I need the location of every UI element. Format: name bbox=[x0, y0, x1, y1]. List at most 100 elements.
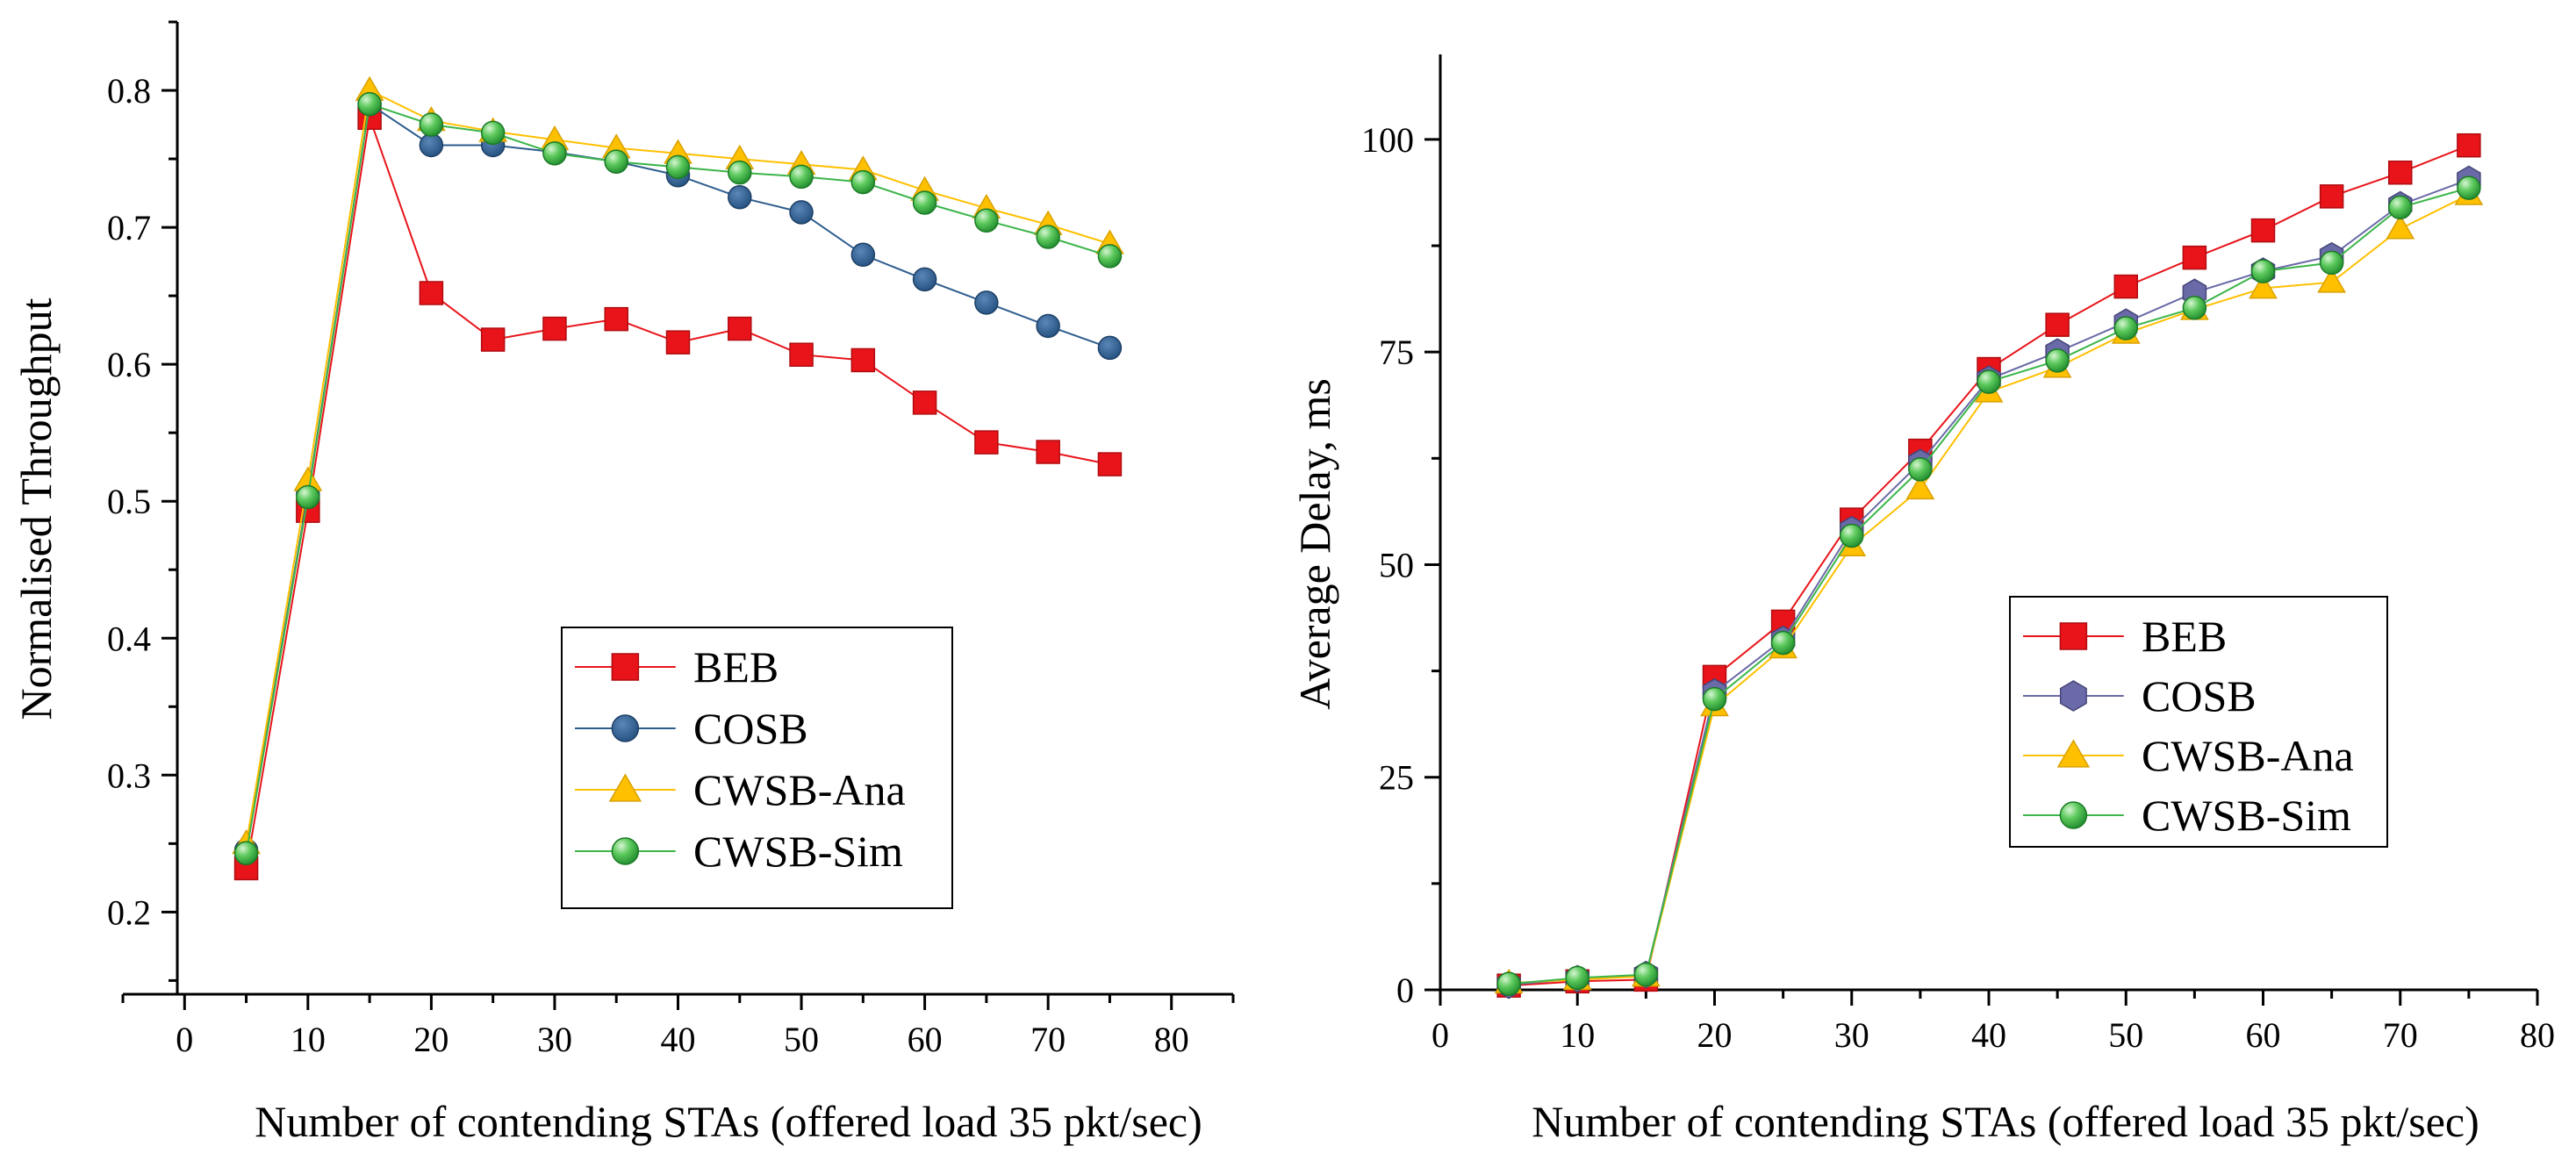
delay-legend-marker bbox=[2059, 680, 2087, 712]
throughput-data-point bbox=[789, 200, 814, 225]
delay-y-axis-title: Average Delay, ms bbox=[1290, 378, 1339, 710]
throughput-data-point bbox=[850, 242, 876, 268]
throughput-data-point bbox=[974, 430, 999, 455]
throughput-x-tick-label: 50 bbox=[784, 1020, 819, 1059]
delay-x-tick-label: 10 bbox=[1560, 1015, 1595, 1055]
throughput-data-point bbox=[912, 267, 937, 292]
delay-data-point bbox=[1633, 962, 1659, 987]
throughput-chart: 0 10 20 30 40 50 60 70 80 0.2 0.3 0.4 0.5 0.6 0.7 0.8 N… bbox=[11, 20, 1235, 1146]
throughput-y-tick-label: 0.4 bbox=[107, 619, 151, 658]
delay-series-line bbox=[1509, 194, 2470, 985]
delay-x-tick-label: 80 bbox=[2520, 1015, 2555, 1055]
delay-series-cwsb-sim bbox=[1496, 176, 2481, 996]
throughput-x-tick-label: 30 bbox=[537, 1020, 572, 1059]
throughput-data-point bbox=[974, 208, 999, 233]
delay-data-point bbox=[2182, 245, 2207, 270]
throughput-data-point bbox=[296, 484, 320, 510]
delay-series-line bbox=[1509, 187, 2470, 985]
throughput-legend-label: CWSB-Sim bbox=[693, 827, 903, 876]
throughput-data-point bbox=[1097, 335, 1123, 361]
delay-y-tick-label: 25 bbox=[1379, 758, 1414, 798]
delay-x-tick-label: 50 bbox=[2108, 1015, 2143, 1055]
throughput-data-point bbox=[357, 91, 382, 117]
throughput-series-beb bbox=[233, 105, 1123, 881]
delay-data-point bbox=[2457, 133, 2481, 158]
delay-data-point bbox=[1496, 971, 1521, 996]
throughput-legend: BEB COSB CWSB-Ana CWSB-Sim bbox=[561, 627, 953, 909]
delay-legend-marker bbox=[2059, 801, 2088, 829]
throughput-data-point bbox=[850, 169, 876, 195]
delay-data-point bbox=[2249, 274, 2278, 299]
delay-data-point bbox=[1770, 630, 1796, 656]
delay-data-point bbox=[1565, 965, 1589, 991]
delay-legend-label: CWSB-Ana bbox=[2142, 731, 2354, 780]
throughput-data-point bbox=[480, 327, 506, 352]
delay-legend-label: BEB bbox=[2142, 612, 2227, 661]
delay-data-point bbox=[2388, 195, 2413, 220]
delay-data-point bbox=[1905, 474, 1935, 500]
delay-y-tick-label: 0 bbox=[1396, 971, 1414, 1010]
throughput-legend-marker bbox=[611, 837, 640, 865]
delay-series-cwsb-ana bbox=[1494, 180, 2484, 994]
delay-data-point bbox=[2317, 268, 2347, 293]
throughput-data-point bbox=[604, 306, 628, 332]
delay-data-point bbox=[2045, 312, 2070, 337]
delay-y-tick-label: 75 bbox=[1379, 333, 1414, 372]
throughput-data-point bbox=[480, 120, 506, 146]
throughput-y-axis-title: Normalised Throughput bbox=[11, 297, 61, 720]
throughput-y-tick-label: 0.6 bbox=[107, 345, 151, 384]
throughput-data-point bbox=[1097, 244, 1123, 269]
throughput-data-point bbox=[912, 390, 937, 415]
delay-data-point bbox=[2113, 316, 2138, 340]
throughput-series bbox=[232, 75, 1124, 881]
delay-y-tick-label: 50 bbox=[1379, 545, 1414, 584]
throughput-axes: 0 10 20 30 40 50 60 70 80 0.2 0.3 0.4 0.5 0.6 0.7 0.8 bbox=[107, 20, 1235, 1059]
delay-data-point bbox=[2457, 176, 2481, 200]
delay-data-point bbox=[1908, 457, 1933, 482]
throughput-legend-item: CWSB-Sim bbox=[575, 827, 903, 876]
delay-x-tick-label: 0 bbox=[1432, 1015, 1449, 1055]
throughput-x-tick-label: 40 bbox=[661, 1020, 696, 1059]
throughput-data-point bbox=[728, 160, 752, 185]
throughput-x-tick-label: 0 bbox=[176, 1020, 193, 1059]
delay-x-tick-label: 60 bbox=[2246, 1015, 2281, 1055]
throughput-data-point bbox=[1097, 452, 1123, 476]
throughput-data-point bbox=[665, 330, 691, 355]
throughput-data-point bbox=[728, 316, 752, 341]
throughput-legend-item: COSB bbox=[575, 704, 808, 753]
throughput-x-tick-label: 70 bbox=[1030, 1020, 1066, 1059]
delay-legend-label: COSB bbox=[2142, 671, 2257, 720]
throughput-legend-marker bbox=[611, 653, 640, 681]
throughput-data-point bbox=[912, 190, 937, 215]
delay-x-tick-label: 40 bbox=[1971, 1015, 2006, 1055]
throughput-data-point bbox=[542, 316, 567, 341]
throughput-legend-item: CWSB-Ana bbox=[575, 765, 906, 814]
delay-legend-label: CWSB-Sim bbox=[2142, 791, 2351, 840]
throughput-data-point bbox=[728, 185, 752, 210]
delay-chart: 0 10 20 30 40 50 60 70 80 0 25 50 75 100 Number of co… bbox=[1290, 54, 2555, 1146]
throughput-y-tick-label: 0.2 bbox=[107, 892, 151, 932]
throughput-x-axis-title: Number of contending STAs (offered load … bbox=[255, 1097, 1202, 1146]
throughput-x-tick-label: 20 bbox=[413, 1020, 448, 1059]
throughput-data-point bbox=[850, 347, 876, 373]
throughput-y-tick-label: 0.8 bbox=[107, 71, 151, 111]
throughput-data-point bbox=[789, 342, 814, 367]
delay-x-axis-title: Number of contending STAs (offered load … bbox=[1532, 1097, 2479, 1146]
delay-legend: BEB COSB CWSB-Ana CWSB-Sim bbox=[2009, 596, 2388, 848]
throughput-y-tick-label: 0.5 bbox=[107, 482, 151, 521]
delay-data-point bbox=[2388, 160, 2413, 185]
throughput-data-point bbox=[1036, 440, 1060, 464]
throughput-x-tick-label: 10 bbox=[291, 1020, 326, 1059]
throughput-data-point bbox=[419, 281, 444, 305]
delay-data-point bbox=[2113, 274, 2138, 299]
throughput-data-point bbox=[419, 133, 444, 158]
throughput-data-point bbox=[542, 141, 567, 166]
delay-legend-marker bbox=[2059, 622, 2088, 650]
delay-data-point bbox=[2182, 296, 2207, 320]
throughput-y-tick-label: 0.3 bbox=[107, 756, 151, 795]
delay-legend-marker bbox=[2056, 739, 2091, 768]
delay-data-point bbox=[2045, 348, 2070, 373]
throughput-data-point bbox=[1036, 313, 1060, 339]
throughput-data-point bbox=[604, 149, 628, 174]
